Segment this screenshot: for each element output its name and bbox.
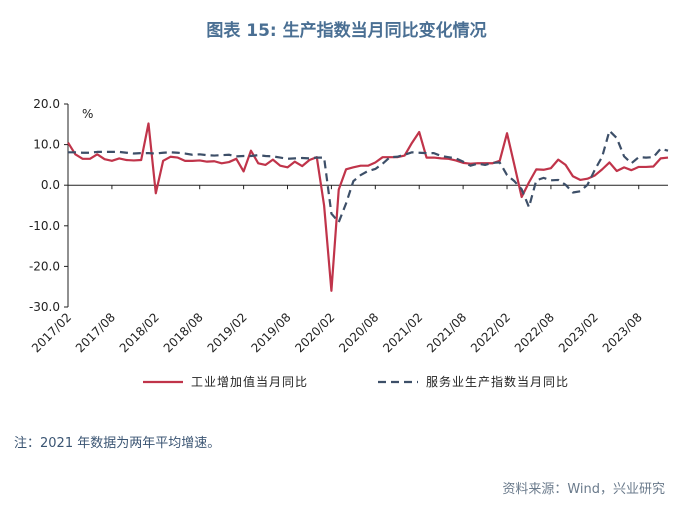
x-tick-label: 2017/02 [29,310,74,355]
x-tick-label: 2023/08 [600,310,645,355]
legend-label-services: 服务业生产指数当月同比 [426,374,569,389]
y-tick-label: -20.0 [29,259,60,273]
x-tick-label: 2019/08 [248,310,293,355]
x-axis: 2017/022017/082018/022018/082019/022019/… [29,184,668,355]
line-chart: 20.0 10.0 0.0 -10.0 -20.0 -30.0 2017/022017/0… [29,97,669,389]
x-tick-label: 2021/08 [424,310,469,355]
legend: 工业增加值当月同比 服务业生产指数当月同比 [143,374,569,389]
x-tick-label: 2018/02 [117,310,162,355]
x-tick-label: 2022/02 [468,310,513,355]
y-unit-label: % [82,107,93,121]
x-tick-label: 2018/08 [161,310,206,355]
series-line-industrial [67,122,669,292]
y-tick-label: -10.0 [29,219,60,233]
series-layer [67,122,669,292]
x-tick-label: 2021/02 [380,310,425,355]
legend-label-industrial: 工业增加值当月同比 [191,374,308,389]
footnote: 注：2021 年数据为两年平均增速。 [14,436,221,451]
series-line-services [68,129,669,224]
x-tick-label: 2017/08 [73,310,118,355]
y-tick-label: 0.0 [41,178,60,192]
x-tick-label: 2020/08 [336,310,381,355]
y-tick-label: -30.0 [29,300,60,314]
x-tick-label: 2023/02 [556,310,601,355]
x-tick-label: 2022/08 [512,310,557,355]
x-tick-label: 2019/02 [205,310,250,355]
y-axis: 20.0 10.0 0.0 -10.0 -20.0 -30.0 [29,97,69,314]
x-tick-label: 2020/02 [292,310,337,355]
y-tick-label: 20.0 [33,97,60,111]
source-note: 资料来源：Wind，兴业研究 [502,482,665,497]
y-tick-label: 10.0 [33,138,60,152]
chart-title: 图表 15: 生产指数当月同比变化情况 [206,21,487,41]
